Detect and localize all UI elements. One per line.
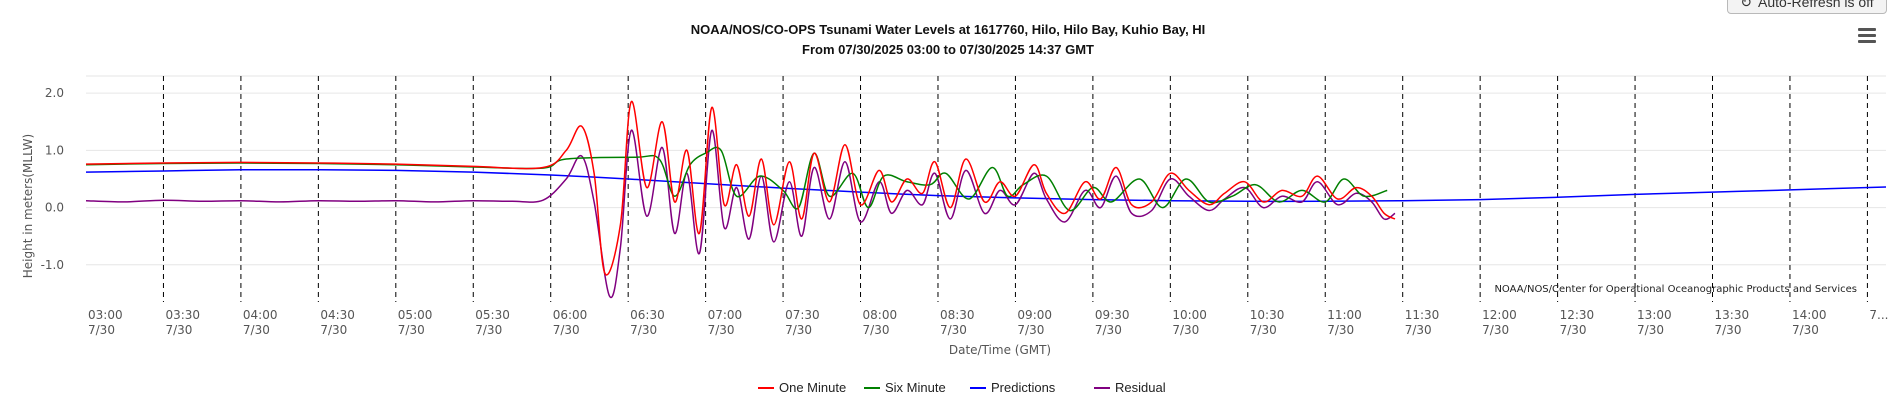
chart-title: NOAA/NOS/CO-OPS Tsunami Water Levels at … [691, 22, 1206, 37]
x-tick-sublabel: 7/30 [398, 323, 425, 337]
x-tick-label: 06:30 [630, 308, 665, 322]
x-tick-sublabel: 7/30 [320, 323, 347, 337]
x-tick-label: 08:30 [940, 308, 975, 322]
x-tick-sublabel: 7/30 [1792, 323, 1819, 337]
x-tick-label: 11:30 [1405, 308, 1440, 322]
x-tick-sublabel: 7/30 [630, 323, 657, 337]
legend-item-residual[interactable]: Residual [1094, 380, 1166, 395]
x-tick-label: 13:00 [1637, 308, 1672, 322]
x-tick-sublabel: 7/30 [940, 323, 967, 337]
y-tick-label: 0.0 [45, 201, 64, 215]
x-tick-sublabel: 7/30 [1095, 323, 1122, 337]
auto-refresh-label: Auto-Refresh is off [1758, 0, 1874, 10]
x-tick-label: 07:30 [785, 308, 820, 322]
x-tick-label: 10:00 [1172, 308, 1207, 322]
x-tick-sublabel: 7/30 [708, 323, 735, 337]
x-tick-sublabel: 7/30 [475, 323, 502, 337]
x-tick-sublabel: 7/30 [1637, 323, 1664, 337]
x-tick-label: 05:00 [398, 308, 433, 322]
legend-label: One Minute [779, 380, 846, 395]
chart-credit: NOAA/NOS/Center for Operational Oceanogr… [1494, 284, 1857, 295]
x-tick-label: 12:00 [1482, 308, 1517, 322]
x-tick-sublabel: 7/30 [1405, 323, 1432, 337]
legend-label: Residual [1115, 380, 1166, 395]
y-axis-title: Height in meters(MLLW) [21, 134, 35, 278]
legend-item-predictions[interactable]: Predictions [970, 380, 1056, 395]
x-tick-label: 13:30 [1715, 308, 1750, 322]
x-tick-sublabel: 7/30 [1482, 323, 1509, 337]
x-tick-sublabel: 7/30 [165, 323, 192, 337]
x-tick-label: 03:30 [165, 308, 200, 322]
x-tick-label: 09:00 [1017, 308, 1052, 322]
x-tick-sublabel: 7/30 [88, 323, 115, 337]
x-tick-sublabel: 7/30 [1560, 323, 1587, 337]
x-tick-sublabel: 7/30 [1250, 323, 1277, 337]
x-tick-sublabel: 7/30 [553, 323, 580, 337]
x-tick-label: 11:00 [1327, 308, 1362, 322]
x-tick-sublabel: 7/30 [243, 323, 270, 337]
legend-item-one-minute[interactable]: One Minute [758, 380, 846, 395]
x-tick-label: 12:30 [1560, 308, 1595, 322]
x-tick-label: 04:00 [243, 308, 278, 322]
x-tick-sublabel: 7/30 [785, 323, 812, 337]
y-tick-label: -1.0 [41, 258, 64, 272]
x-axis-title: Date/Time (GMT) [949, 343, 1051, 357]
legend-item-six-minute[interactable]: Six Minute [864, 380, 946, 395]
x-tick-label: 7... [1869, 308, 1888, 322]
x-tick-sublabel: 7/30 [1172, 323, 1199, 337]
x-tick-sublabel: 7/30 [1715, 323, 1742, 337]
x-tick-label: 09:30 [1095, 308, 1130, 322]
series-line-one-minute [85, 100, 1396, 276]
refresh-icon: ↻ [1740, 0, 1753, 10]
series-line-residual [85, 129, 1396, 299]
y-tick-label: 1.0 [45, 143, 64, 157]
x-tick-label: 08:00 [863, 308, 898, 322]
x-tick-sublabel: 7/30 [1017, 323, 1044, 337]
x-tick-label: 10:30 [1250, 308, 1285, 322]
auto-refresh-button[interactable]: ↻ Auto-Refresh is off [1727, 0, 1887, 14]
hamburger-menu-icon[interactable] [1858, 28, 1876, 44]
y-tick-label: 2.0 [45, 86, 64, 100]
legend-label: Six Minute [885, 380, 946, 395]
chart-subtitle: From 07/30/2025 03:00 to 07/30/2025 14:3… [802, 42, 1094, 57]
x-tick-sublabel: 7/30 [863, 323, 890, 337]
x-tick-sublabel: 7/30 [1327, 323, 1354, 337]
x-tick-label: 14:00 [1792, 308, 1827, 322]
x-tick-label: 07:00 [708, 308, 743, 322]
x-tick-label: 03:00 [88, 308, 123, 322]
x-tick-label: 06:00 [553, 308, 588, 322]
legend-label: Predictions [991, 380, 1056, 395]
series-line-six-minute [85, 146, 1388, 212]
x-tick-label: 04:30 [320, 308, 355, 322]
x-tick-label: 05:30 [475, 308, 510, 322]
